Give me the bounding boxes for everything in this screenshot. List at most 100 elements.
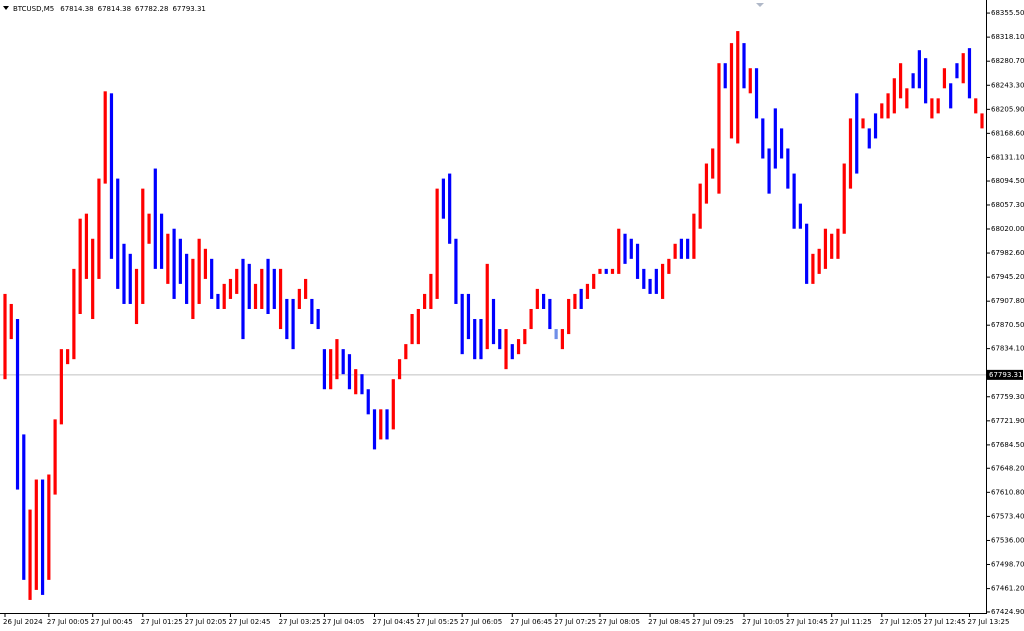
price-bar [961, 53, 965, 84]
price-bar [91, 238, 95, 320]
price-bar [372, 409, 377, 450]
price-bar [291, 298, 295, 350]
price-bar [786, 148, 790, 189]
price-bar [347, 354, 352, 390]
price-bar [128, 253, 132, 304]
symbol-label: BTCUSD,M5 [13, 5, 54, 13]
y-tick-label: 67610.80 [991, 488, 1024, 496]
price-bar [15, 319, 20, 490]
price-bar [435, 188, 439, 299]
price-bar [592, 273, 596, 289]
price-bar [823, 228, 828, 269]
price-bar [898, 63, 903, 99]
x-tick-label: 27 Jul 02:45 [228, 618, 270, 626]
price-bar [354, 369, 358, 395]
x-tick-label: 27 Jul 13:25 [967, 618, 1009, 626]
y-tick-label: 68243.30 [991, 81, 1024, 89]
price-bar [78, 218, 82, 314]
y-tick-label: 67870.50 [991, 321, 1024, 329]
x-tick-label: 27 Jul 04:45 [373, 618, 415, 626]
price-bar [542, 293, 546, 309]
price-bar [247, 263, 251, 309]
price-bar [479, 319, 483, 360]
price-bar [686, 238, 690, 259]
price-bar [366, 389, 370, 415]
price-bar [191, 258, 195, 320]
price-bar [736, 31, 740, 144]
price-bar [454, 238, 458, 304]
x-tick-label: 27 Jul 05:25 [416, 618, 458, 626]
price-bar [886, 93, 890, 119]
price-bar [660, 263, 665, 299]
price-bar [285, 298, 289, 340]
price-bar [460, 293, 464, 355]
price-bar [742, 43, 746, 89]
price-bar [491, 298, 496, 345]
current-price-label: 67793.31 [989, 371, 1022, 379]
y-tick-label: 68020.00 [991, 225, 1024, 233]
price-bar [623, 233, 627, 264]
price-bar [178, 238, 182, 284]
price-bar [861, 118, 865, 129]
price-bar [34, 479, 38, 590]
price-bar [410, 313, 414, 345]
price-bar [360, 374, 364, 395]
price-bar [560, 329, 564, 350]
price-bar [103, 91, 107, 184]
price-bar [930, 98, 934, 119]
price-bar [53, 419, 57, 495]
price-bar [516, 339, 521, 355]
price-bar [510, 344, 514, 360]
shift-marker [756, 3, 764, 7]
y-tick-label: 68205.90 [991, 105, 1024, 113]
price-bar [711, 148, 715, 179]
y-tick-label: 67648.20 [991, 464, 1024, 472]
price-bar [322, 349, 327, 390]
y-tick-label: 68094.50 [991, 177, 1024, 185]
price-bar [936, 98, 940, 114]
x-tick-label: 27 Jul 08:45 [648, 618, 690, 626]
price-bar [598, 268, 602, 274]
price-bar [974, 98, 978, 114]
header-value: 67793.31 [172, 5, 205, 13]
price-bar [855, 93, 859, 174]
price-bar [9, 303, 13, 340]
price-bar [210, 258, 214, 299]
price-bar [980, 113, 984, 129]
price-bar [548, 298, 552, 330]
x-tick-label: 27 Jul 04:05 [322, 618, 364, 626]
price-bar [867, 128, 871, 149]
price-bar [767, 148, 771, 194]
header-menu-icon[interactable] [3, 6, 9, 10]
price-bar [122, 243, 126, 304]
price-bar [272, 268, 276, 309]
price-bar [316, 308, 320, 330]
y-tick-label: 67684.50 [991, 441, 1024, 449]
price-bar [554, 329, 558, 340]
price-bar [441, 178, 445, 219]
y-tick-label: 67461.20 [991, 585, 1024, 593]
price-bar [798, 203, 802, 229]
x-tick-label: 27 Jul 06:45 [510, 618, 552, 626]
price-bar [748, 68, 752, 94]
x-tick-label: 27 Jul 10:05 [742, 618, 784, 626]
price-bar [310, 298, 314, 325]
price-bar [924, 58, 928, 104]
header-value: 67814.38 [98, 5, 131, 13]
price-bar [266, 258, 270, 314]
price-bar [635, 243, 640, 279]
x-tick-label: 27 Jul 12:45 [924, 618, 966, 626]
price-bar [967, 48, 972, 99]
price-bar [648, 278, 652, 294]
y-tick-label: 67573.40 [991, 512, 1024, 520]
price-bar [704, 163, 709, 204]
price-bar [817, 248, 821, 274]
y-tick-label: 67536.00 [991, 536, 1024, 544]
y-tick-label: 67834.10 [991, 345, 1024, 353]
price-bar [698, 183, 702, 229]
price-bar [429, 273, 433, 309]
x-tick-label: 27 Jul 09:25 [692, 618, 734, 626]
price-bar [397, 359, 402, 380]
y-tick-label: 68280.70 [991, 57, 1024, 65]
x-tick-label: 27 Jul 10:45 [786, 618, 828, 626]
